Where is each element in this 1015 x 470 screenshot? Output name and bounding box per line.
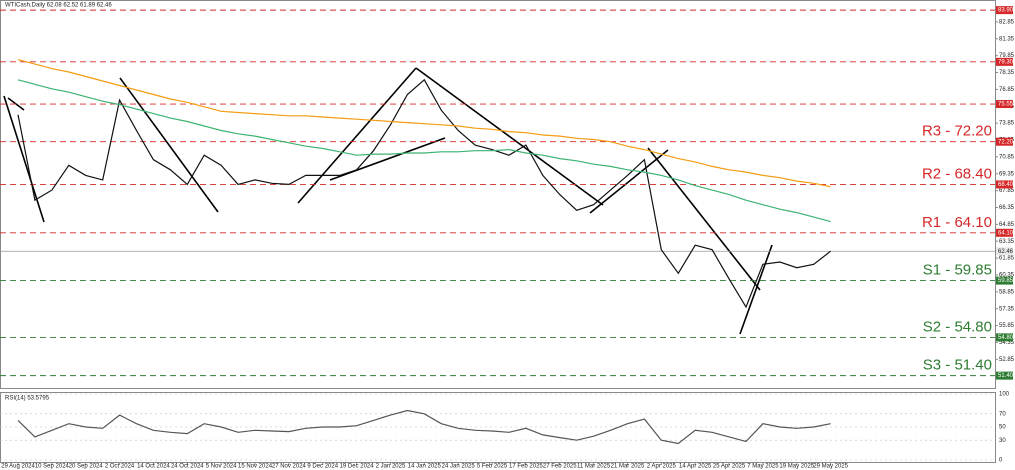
y-tick-label: 76.85 <box>999 87 1015 93</box>
level-box <box>996 57 1013 66</box>
trend-line <box>297 67 417 204</box>
x-tick-label: 14 Apr 2025 <box>679 464 712 470</box>
x-tick-label: 2 Jan 2025 <box>376 464 406 470</box>
x-tick-label: 25 Apr 2025 <box>713 464 746 470</box>
y-tick-label: 78.35 <box>999 70 1015 76</box>
level-axis-label: 54.80 <box>998 335 1014 341</box>
level-label: S2 - 54.80 <box>923 318 992 335</box>
y-tick-label: 61.85 <box>999 256 1015 262</box>
y-tick-label: 73.85 <box>999 121 1015 127</box>
level-label: S1 - 59.85 <box>923 262 992 279</box>
level-box <box>996 180 1013 189</box>
rsi-tick-label: 70 <box>999 411 1006 417</box>
x-tick-label: 17 Feb 2025 <box>509 464 543 470</box>
level-box <box>996 137 1013 146</box>
level-box <box>996 100 1013 109</box>
level-axis-label: 79.30 <box>998 59 1014 65</box>
trend-line <box>119 77 219 213</box>
y-tick-label: 64.85 <box>999 222 1015 228</box>
level-box <box>996 333 1013 342</box>
y-tick-label: 81.35 <box>999 36 1015 42</box>
level-axis-label: 75.55 <box>998 102 1014 108</box>
x-tick-label: 2 Oct 2024 <box>105 464 135 470</box>
x-tick-label: 27 Nov 2024 <box>272 464 307 470</box>
y-tick-label: 63.35 <box>999 239 1015 245</box>
y-tick-label: 70.85 <box>999 154 1015 160</box>
x-tick-label: 24 Oct 2024 <box>171 464 204 470</box>
x-tick-label: 7 May 2025 <box>747 464 779 470</box>
x-tick-label: 20 Sep 2024 <box>69 464 104 470</box>
x-tick-label: 15 Nov 2024 <box>238 464 273 470</box>
y-tick-label: 58.85 <box>999 289 1015 295</box>
x-tick-label: 14 Jan 2025 <box>408 464 442 470</box>
x-tick-label: 19 May 2025 <box>779 464 814 470</box>
price-label: 62.46 <box>998 249 1014 255</box>
rsi-tick-label: 100 <box>999 392 1010 398</box>
series-line <box>17 79 831 223</box>
y-tick-label: 52.85 <box>999 357 1015 363</box>
level-box <box>996 228 1013 237</box>
y-tick-label: 60.35 <box>999 273 1015 279</box>
x-tick-label: 19 Dec 2024 <box>340 464 375 470</box>
trend-line <box>739 244 773 335</box>
y-tick-label: 69.35 <box>999 171 1015 177</box>
level-label: R1 - 64.10 <box>922 214 992 231</box>
series-line <box>17 59 831 188</box>
level-axis-label: 59.85 <box>998 278 1014 284</box>
x-tick-label: 11 Mar 2025 <box>577 464 611 470</box>
x-tick-label: 2 Apr 2025 <box>647 464 677 470</box>
level-label: R2 - 68.40 <box>922 165 992 182</box>
level-axis-label: 64.10 <box>998 230 1014 236</box>
x-tick-label: 27 Feb 2025 <box>543 464 577 470</box>
trend-line <box>647 147 761 291</box>
x-tick-label: 9 Dec 2024 <box>307 464 338 470</box>
level-axis-label: 72.20 <box>998 139 1014 145</box>
level-axis-label: 51.40 <box>998 373 1014 379</box>
rsi-tick-label: 50 <box>999 425 1006 431</box>
trend-line <box>329 137 446 181</box>
level-box <box>996 6 1013 15</box>
series-line <box>17 409 831 445</box>
y-tick-label: 66.35 <box>999 205 1015 211</box>
rsi-tick-label: 30 <box>999 438 1006 444</box>
y-tick-label: 82.85 <box>999 20 1015 26</box>
level-label: S3 - 51.40 <box>923 357 992 374</box>
level-label: R3 - 72.20 <box>922 123 992 140</box>
x-tick-label: 21 Mar 2025 <box>611 464 645 470</box>
level-axis-label: 83.90 <box>998 8 1014 14</box>
x-tick-label: 5 Feb 2025 <box>477 464 508 470</box>
y-tick-label: 67.85 <box>999 188 1015 194</box>
price-box <box>996 247 1013 256</box>
x-tick-label: 29 May 2025 <box>813 464 848 470</box>
trend-lines <box>3 67 773 335</box>
y-tick-label: 79.85 <box>999 53 1015 59</box>
level-box <box>996 371 1013 380</box>
trend-line <box>589 149 669 214</box>
rsi-frame <box>0 392 996 463</box>
series-line <box>17 78 831 309</box>
rsi-title: RSI(14) 53.5795 <box>5 396 50 402</box>
trend-line <box>3 95 45 223</box>
trend-line <box>415 67 604 206</box>
y-tick-label: 55.85 <box>999 323 1015 329</box>
x-tick-label: 10 Sep 2024 <box>35 464 70 470</box>
x-tick-label: 29 Aug 2024 <box>1 464 35 470</box>
y-tick-label: 57.35 <box>999 306 1015 312</box>
x-tick-label: 14 Oct 2024 <box>137 464 170 470</box>
level-box <box>996 276 1013 285</box>
price-frame <box>0 0 996 389</box>
rsi-tick-label: 0 <box>999 458 1003 464</box>
level-axis-label: 68.40 <box>998 182 1014 188</box>
x-tick-label: 5 Nov 2024 <box>206 464 237 470</box>
x-tick-label: 24 Jan 2025 <box>442 464 476 470</box>
y-tick-label: 54.35 <box>999 340 1015 346</box>
chart-title: WTICash,Daily 62.08 62.52 61.89 62.46 <box>5 3 112 9</box>
